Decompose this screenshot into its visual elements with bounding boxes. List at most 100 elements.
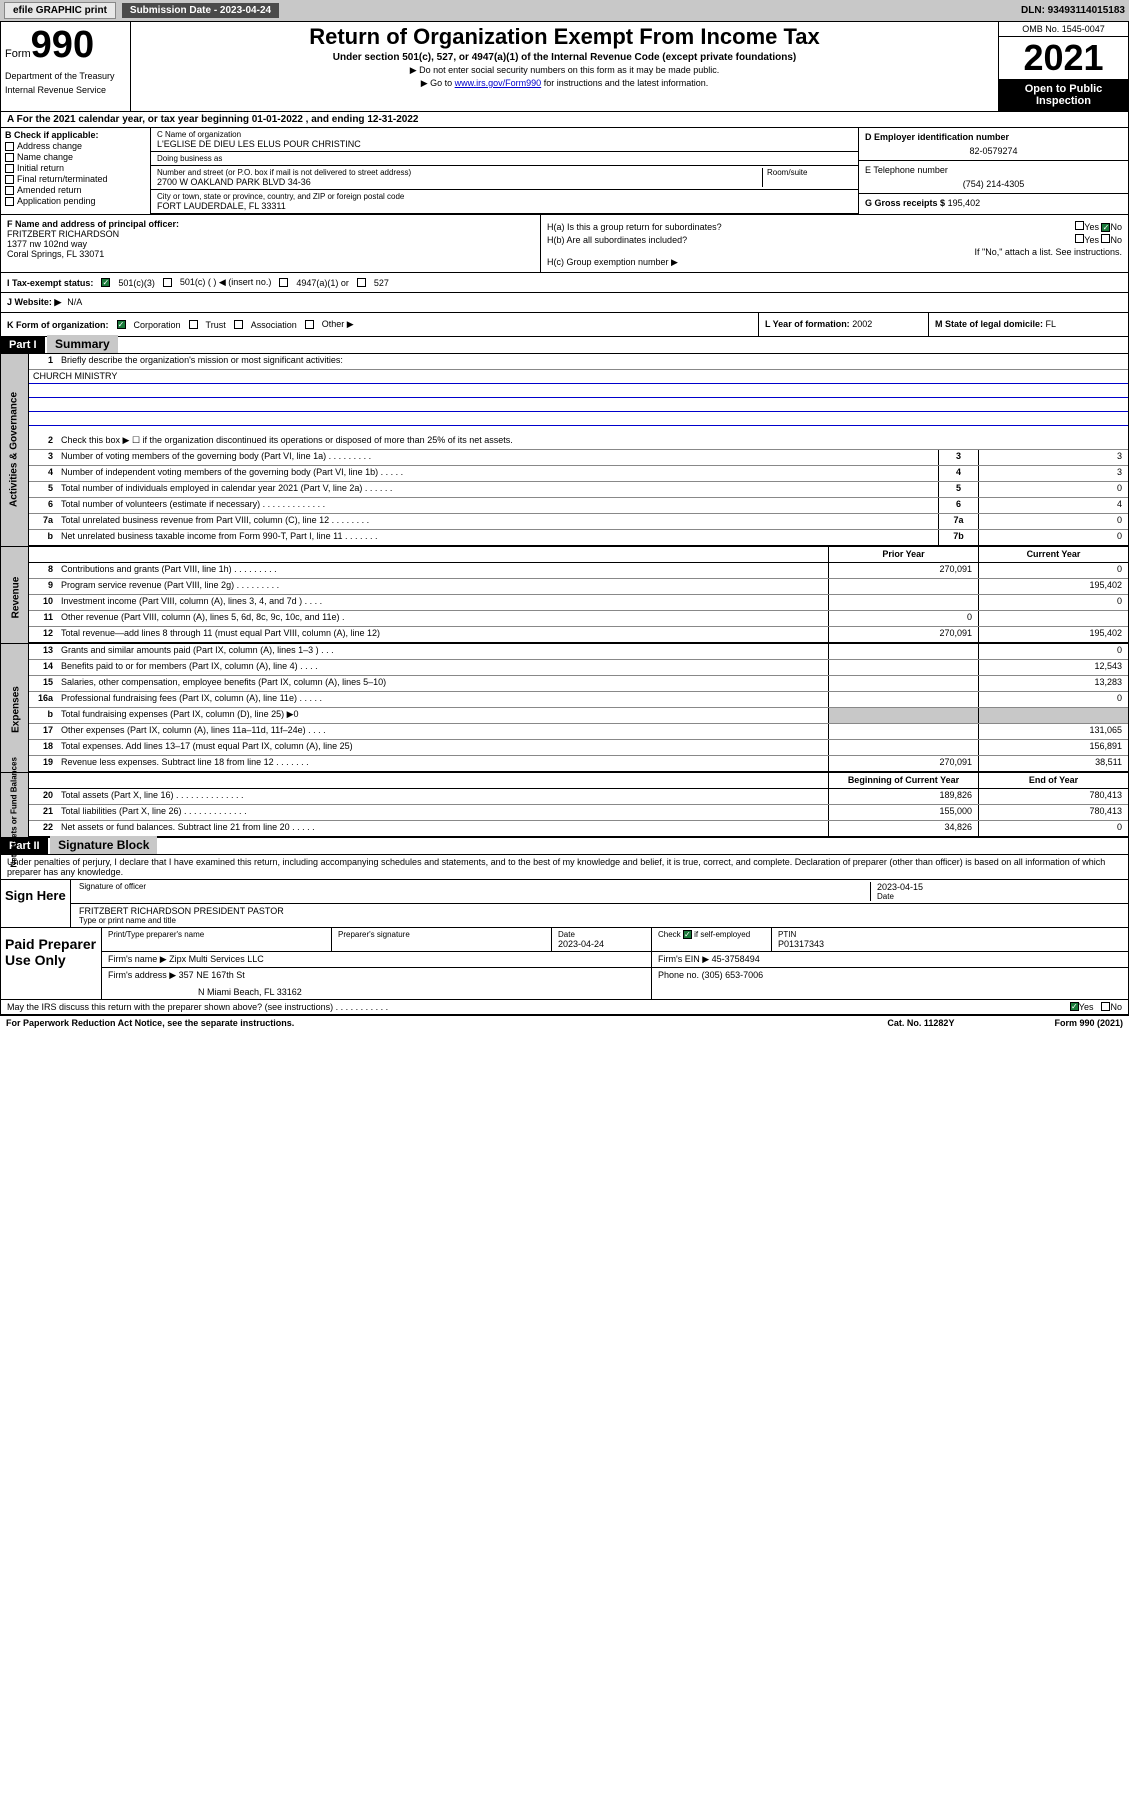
- p14: [828, 660, 978, 675]
- box-b-title: B Check if applicable:: [5, 130, 146, 140]
- mission-blank3: [29, 412, 1128, 426]
- chk-501c[interactable]: [163, 278, 172, 287]
- p8: 270,091: [828, 563, 978, 578]
- p13: [828, 644, 978, 659]
- tax-year: 2021: [999, 37, 1128, 79]
- q3-desc: Number of voting members of the governin…: [57, 450, 938, 465]
- lbl-address-change: Address change: [17, 141, 82, 151]
- mission-blank1: [29, 384, 1128, 398]
- part1-num: Part I: [1, 337, 45, 353]
- firm-name: Zipx Multi Services LLC: [169, 954, 264, 964]
- chk-other[interactable]: [305, 320, 314, 329]
- chk-self-employed[interactable]: ✓: [683, 930, 692, 939]
- section-bcd: B Check if applicable: Address change Na…: [0, 128, 1129, 215]
- efile-print-button[interactable]: efile GRAPHIC print: [4, 2, 116, 19]
- revenue-section: Revenue Prior YearCurrent Year 8Contribu…: [0, 547, 1129, 644]
- ln-6: 6: [29, 498, 57, 513]
- chk-hb-yes[interactable]: [1075, 234, 1084, 243]
- p16b: [828, 708, 978, 723]
- c16a: 0: [978, 692, 1128, 707]
- chk-discuss-yes[interactable]: ✓: [1070, 1002, 1079, 1011]
- ein-value: 82-0579274: [865, 146, 1122, 156]
- firm-name-lbl: Firm's name ▶: [108, 954, 167, 964]
- ln-2: 2: [29, 434, 57, 449]
- cat-no: Cat. No. 11282Y: [887, 1018, 954, 1028]
- ln-8: 8: [29, 563, 57, 578]
- c14: 12,543: [978, 660, 1128, 675]
- p11: 0: [828, 611, 978, 626]
- ptin-value: P01317343: [778, 939, 1122, 949]
- chk-corp[interactable]: ✓: [117, 320, 126, 329]
- sign-here-label: Sign Here: [1, 880, 71, 927]
- firm-ein: 45-3758494: [712, 954, 760, 964]
- c17: 131,065: [978, 724, 1128, 739]
- p17: [828, 724, 978, 739]
- box-d-eg: D Employer identification number 82-0579…: [858, 128, 1128, 214]
- paid-preparer-label: Paid Preparer Use Only: [1, 928, 101, 999]
- chk-address-change[interactable]: [5, 142, 14, 151]
- irs-link[interactable]: www.irs.gov/Form990: [455, 78, 542, 88]
- officer-label: F Name and address of principal officer:: [7, 219, 534, 229]
- opt-527: 527: [374, 278, 389, 288]
- firm-addr1: 357 NE 167th St: [179, 970, 245, 980]
- discuss-yes: Yes: [1079, 1002, 1094, 1012]
- q2-desc: Check this box ▶ ☐ if the organization d…: [57, 434, 1128, 449]
- d16b: Total fundraising expenses (Part IX, col…: [57, 708, 828, 723]
- q6-desc: Total number of volunteers (estimate if …: [57, 498, 938, 513]
- goto-pre: ▶ Go to: [421, 78, 455, 88]
- discuss-no: No: [1110, 1002, 1122, 1012]
- num-5: 5: [938, 482, 978, 497]
- c15: 13,283: [978, 676, 1128, 691]
- opt-4947: 4947(a)(1) or: [296, 278, 349, 288]
- chk-name-change[interactable]: [5, 153, 14, 162]
- val-6: 4: [978, 498, 1128, 513]
- room-label: Room/suite: [767, 168, 852, 177]
- part2-title: Signature Block: [50, 836, 157, 854]
- activities-governance-section: Activities & Governance 1Briefly describ…: [0, 354, 1129, 547]
- chk-discuss-no[interactable]: [1101, 1002, 1110, 1011]
- chk-amended[interactable]: [5, 186, 14, 195]
- chk-ha-yes[interactable]: [1075, 221, 1084, 230]
- chk-assoc[interactable]: [234, 320, 243, 329]
- d12: Total revenue—add lines 8 through 11 (mu…: [57, 627, 828, 642]
- officer-name: FRITZBERT RICHARDSON: [7, 229, 534, 239]
- c10: 0: [978, 595, 1128, 610]
- opt-assoc: Association: [251, 320, 297, 330]
- lbl-name-change: Name change: [17, 152, 73, 162]
- num-7b: 7b: [938, 530, 978, 545]
- phone-value: (754) 214-4305: [865, 179, 1122, 189]
- form-subtitle: Under section 501(c), 527, or 4947(a)(1)…: [139, 52, 990, 63]
- num-3: 3: [938, 450, 978, 465]
- p19: 270,091: [828, 756, 978, 771]
- p10: [828, 595, 978, 610]
- ha-yes: Yes: [1084, 222, 1099, 232]
- form-footer: Form 990 (2021): [1054, 1018, 1123, 1028]
- c9: 195,402: [978, 579, 1128, 594]
- dln-label: DLN: 93493114015183: [1021, 5, 1125, 16]
- ln-21: 21: [29, 805, 57, 820]
- chk-app-pending[interactable]: [5, 197, 14, 206]
- row-a-tax-year: A For the 2021 calendar year, or tax yea…: [0, 112, 1129, 128]
- ln-20: 20: [29, 789, 57, 804]
- val-7a: 0: [978, 514, 1128, 529]
- expenses-section: Expenses 13Grants and similar amounts pa…: [0, 644, 1129, 773]
- p16a: [828, 692, 978, 707]
- chk-initial-return[interactable]: [5, 164, 14, 173]
- chk-trust[interactable]: [189, 320, 198, 329]
- chk-4947[interactable]: [279, 278, 288, 287]
- ln-17: 17: [29, 724, 57, 739]
- sig-date: 2023-04-15: [877, 882, 1120, 892]
- topbar: efile GRAPHIC print Submission Date - 20…: [0, 0, 1129, 21]
- website-label: J Website: ▶: [7, 297, 61, 308]
- p20: 189,826: [828, 789, 978, 804]
- mission-blank2: [29, 398, 1128, 412]
- ln-19: 19: [29, 756, 57, 771]
- chk-527[interactable]: [357, 278, 366, 287]
- chk-final-return[interactable]: [5, 175, 14, 184]
- val-4: 3: [978, 466, 1128, 481]
- ln-18: 18: [29, 740, 57, 755]
- hb-yes: Yes: [1084, 235, 1099, 245]
- d19: Revenue less expenses. Subtract line 18 …: [57, 756, 828, 771]
- c16b: [978, 708, 1128, 723]
- chk-501c3[interactable]: ✓: [101, 278, 110, 287]
